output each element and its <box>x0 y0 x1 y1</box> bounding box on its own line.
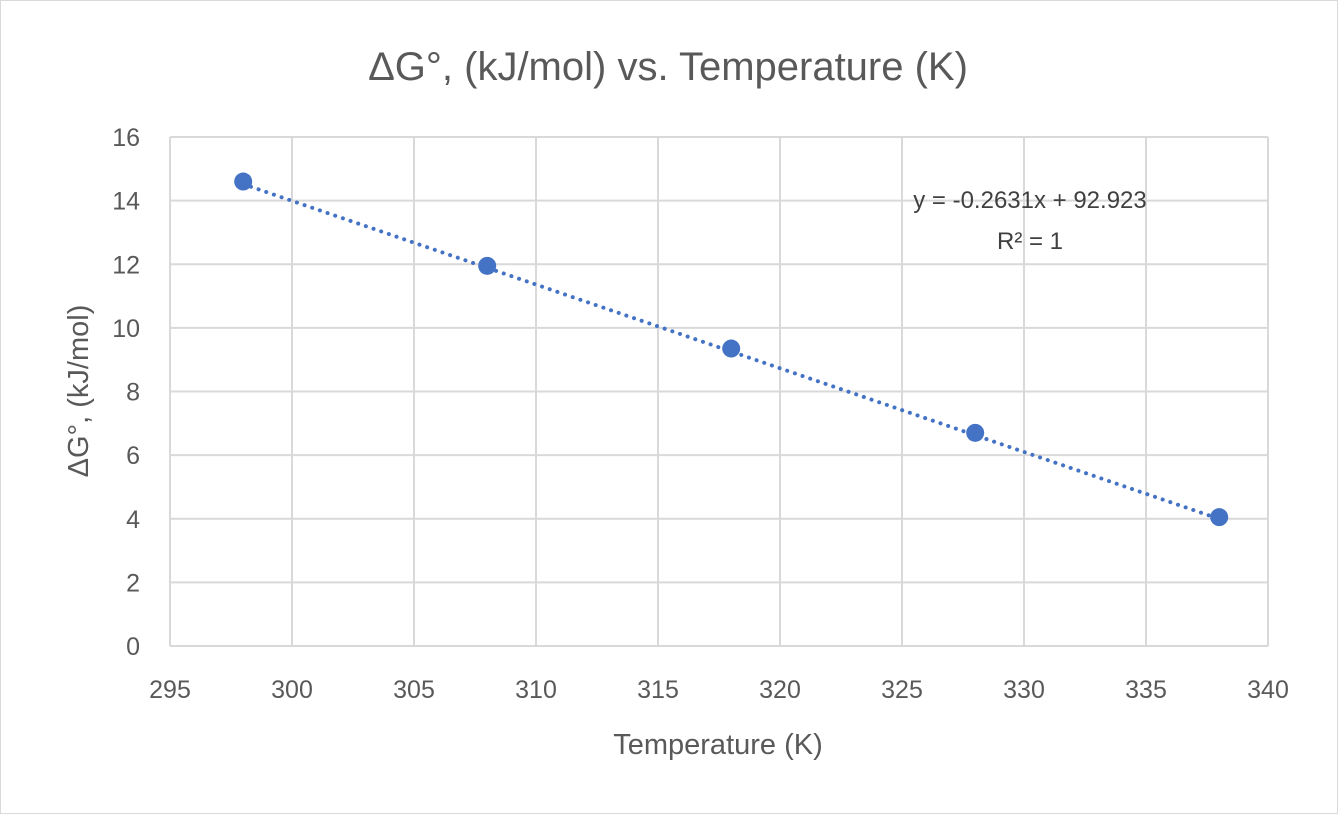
y-tick-label: 2 <box>126 569 140 597</box>
y-tick-label: 14 <box>112 188 140 216</box>
x-tick-label: 315 <box>637 676 679 704</box>
y-axis-title: ΔG°, (kJ/mol) <box>63 305 95 478</box>
data-point <box>478 256 497 275</box>
x-tick-label: 295 <box>149 676 191 704</box>
x-tick-label: 330 <box>1003 676 1045 704</box>
x-tick-label: 305 <box>393 676 435 704</box>
y-tick-label: 0 <box>126 633 140 661</box>
x-tick-labels: 295 300 305 310 315 320 325 330 335 340 <box>149 676 1289 704</box>
data-point <box>1210 508 1229 527</box>
trendline-r-squared: R² = 1 <box>997 228 1063 255</box>
x-tick-label: 300 <box>271 676 313 704</box>
y-tick-label: 16 <box>112 124 140 152</box>
data-point <box>234 172 253 191</box>
y-tick-label: 6 <box>126 442 140 470</box>
x-tick-label: 310 <box>515 676 557 704</box>
y-tick-label: 4 <box>126 506 140 534</box>
y-tick-labels: 0 2 4 6 8 10 12 14 16 <box>112 124 140 661</box>
trendline-equation: y = -0.2631x + 92.923 <box>913 187 1147 214</box>
data-point <box>722 339 741 358</box>
data-point <box>966 423 985 442</box>
y-tick-label: 8 <box>126 379 140 407</box>
x-tick-label: 335 <box>1125 676 1167 704</box>
x-tick-label: 340 <box>1247 676 1289 704</box>
x-axis-title: Temperature (K) <box>613 729 823 761</box>
trendline <box>241 182 1222 521</box>
data-points <box>234 172 1229 527</box>
horizontal-gridlines <box>170 136 1268 647</box>
y-tick-label: 10 <box>112 315 140 343</box>
x-tick-label: 320 <box>759 676 801 704</box>
x-tick-label: 325 <box>881 676 923 704</box>
trendline-line <box>241 182 1222 521</box>
chart-title: ΔG°, (kJ/mol) vs. Temperature (K) <box>368 45 968 89</box>
y-tick-label: 12 <box>112 251 140 279</box>
